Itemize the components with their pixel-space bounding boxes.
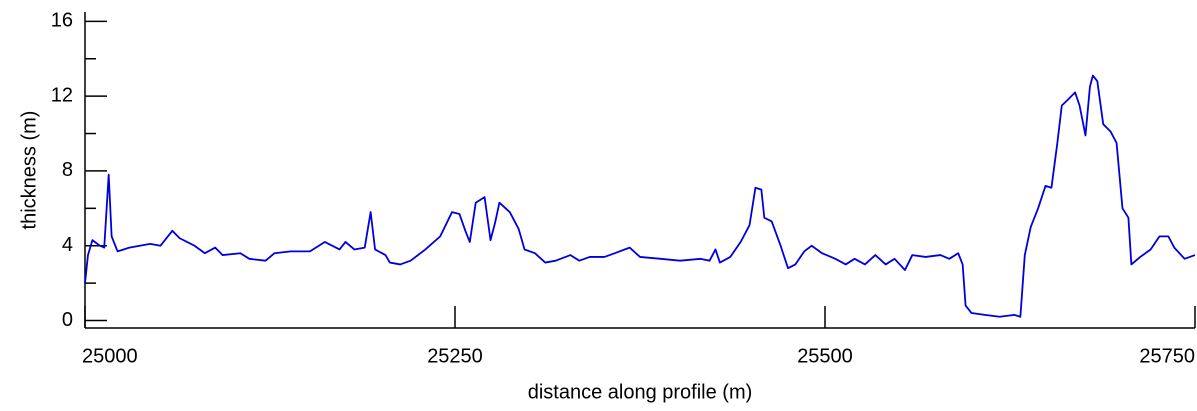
data-line [84,74,1196,318]
x-tick-label: 25000 [82,345,138,367]
y-tick-label: 0 [62,309,73,331]
y-tick-label: 16 [51,10,73,32]
x-tick-label: 25500 [797,345,853,367]
x-tick-label: 25750 [1139,345,1195,367]
x-axis-title: distance along profile (m) [528,381,753,403]
y-tick-label: 4 [62,234,73,256]
y-tick-label: 8 [62,159,73,181]
x-tick-label: 25250 [427,345,483,367]
y-tick-label: 12 [51,84,73,106]
y-axis-title: thickness (m) [18,111,40,230]
